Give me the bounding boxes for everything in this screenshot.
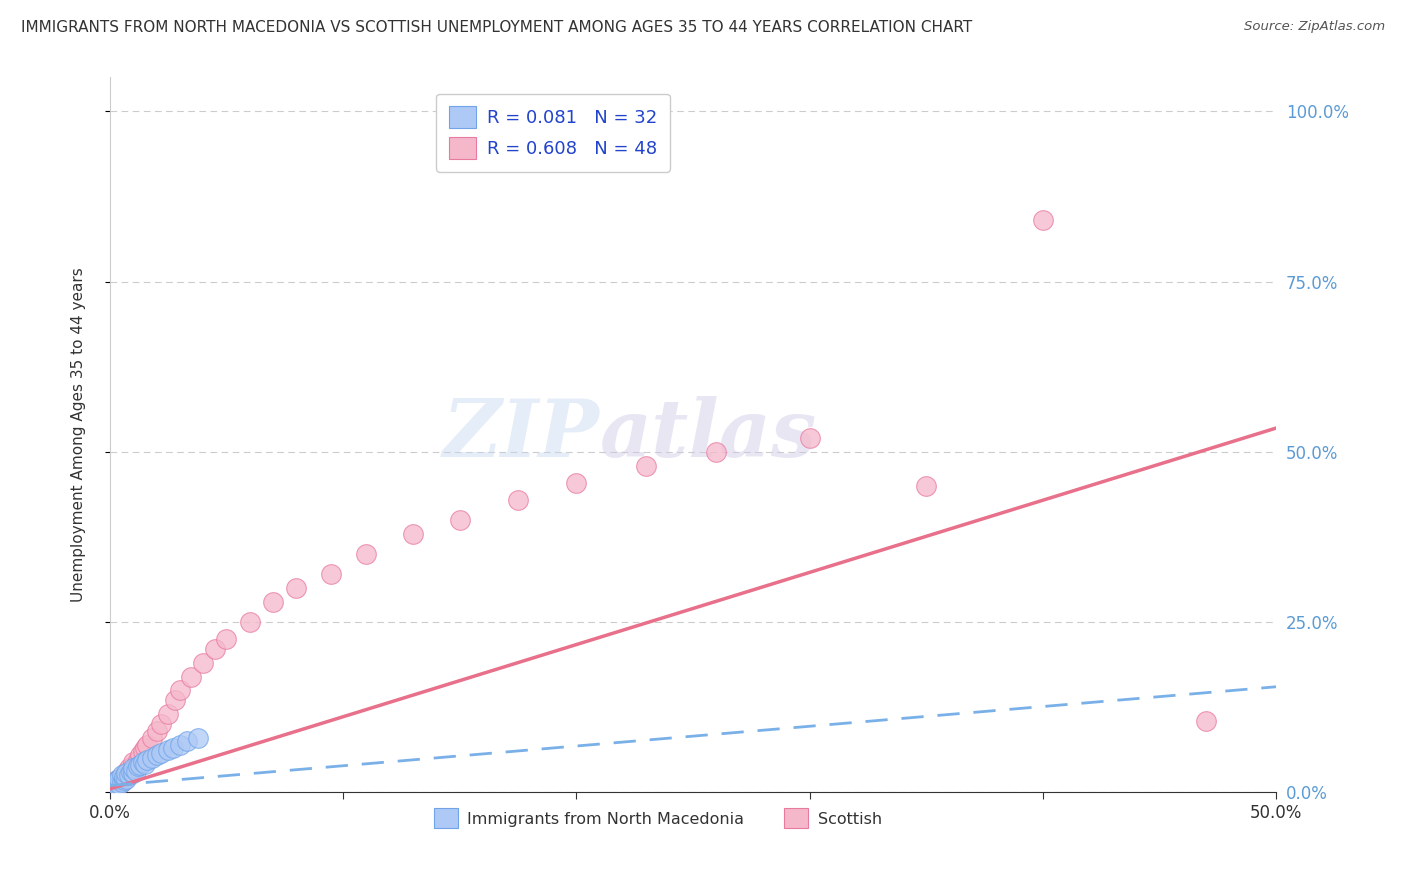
Point <box>115 770 138 784</box>
Point <box>704 445 727 459</box>
Point <box>162 741 184 756</box>
Point <box>191 656 214 670</box>
Point <box>169 683 191 698</box>
Point <box>110 775 132 789</box>
Point <box>120 764 142 779</box>
Point <box>101 781 124 796</box>
Point <box>180 669 202 683</box>
Point <box>129 747 152 762</box>
Point <box>110 770 132 784</box>
Point <box>122 762 145 776</box>
Point <box>636 458 658 473</box>
Point <box>117 768 139 782</box>
Point <box>1195 714 1218 728</box>
Point <box>321 567 343 582</box>
Point <box>169 738 191 752</box>
Point <box>136 738 159 752</box>
Point <box>506 492 529 507</box>
Text: atlas: atlas <box>600 396 817 474</box>
Point <box>239 615 262 629</box>
Point <box>402 526 425 541</box>
Point <box>101 779 124 793</box>
Point <box>165 693 187 707</box>
Point <box>108 772 131 786</box>
Point <box>108 777 131 791</box>
Text: Source: ZipAtlas.com: Source: ZipAtlas.com <box>1244 20 1385 33</box>
Point <box>262 595 284 609</box>
Point <box>103 775 125 789</box>
Text: ZIP: ZIP <box>443 396 600 474</box>
Point <box>124 758 146 772</box>
Point <box>105 779 128 793</box>
Point <box>565 475 588 490</box>
Point <box>187 731 209 745</box>
Point <box>204 642 226 657</box>
Point <box>120 764 142 779</box>
Point <box>115 766 138 780</box>
Point <box>108 777 131 791</box>
Point <box>129 758 152 772</box>
Point <box>136 753 159 767</box>
Point <box>356 547 378 561</box>
Point <box>112 772 135 787</box>
Point <box>799 431 821 445</box>
Point <box>105 772 128 787</box>
Point <box>101 781 124 796</box>
Point <box>115 764 138 779</box>
Text: IMMIGRANTS FROM NORTH MACEDONIA VS SCOTTISH UNEMPLOYMENT AMONG AGES 35 TO 44 YEA: IMMIGRANTS FROM NORTH MACEDONIA VS SCOTT… <box>21 20 973 35</box>
Point <box>112 772 135 787</box>
Point <box>105 772 128 787</box>
Y-axis label: Unemployment Among Ages 35 to 44 years: Unemployment Among Ages 35 to 44 years <box>72 268 86 602</box>
Point <box>101 779 124 793</box>
Point <box>122 755 145 769</box>
Point <box>141 731 163 745</box>
Point <box>150 746 173 760</box>
Point <box>145 724 167 739</box>
Point <box>157 706 180 721</box>
Point <box>285 581 308 595</box>
Point <box>110 768 132 782</box>
Point <box>157 743 180 757</box>
Point <box>915 479 938 493</box>
Point <box>127 753 149 767</box>
Point <box>103 775 125 789</box>
Legend: Immigrants from North Macedonia, Scottish: Immigrants from North Macedonia, Scottis… <box>427 802 889 834</box>
Point <box>449 513 471 527</box>
Point <box>150 717 173 731</box>
Point <box>105 779 128 793</box>
Point <box>131 755 153 769</box>
Point <box>103 780 125 794</box>
Point <box>141 751 163 765</box>
Point <box>110 775 132 789</box>
Point <box>127 759 149 773</box>
Point <box>117 768 139 782</box>
Point <box>134 741 156 756</box>
Point <box>134 756 156 771</box>
Point <box>176 734 198 748</box>
Point <box>115 772 138 786</box>
Point <box>122 766 145 780</box>
Point <box>1032 213 1054 227</box>
Point <box>124 764 146 778</box>
Point <box>103 780 125 794</box>
Point <box>145 747 167 762</box>
Point <box>122 759 145 773</box>
Point <box>131 744 153 758</box>
Point <box>117 762 139 776</box>
Point <box>215 632 238 647</box>
Point <box>112 770 135 784</box>
